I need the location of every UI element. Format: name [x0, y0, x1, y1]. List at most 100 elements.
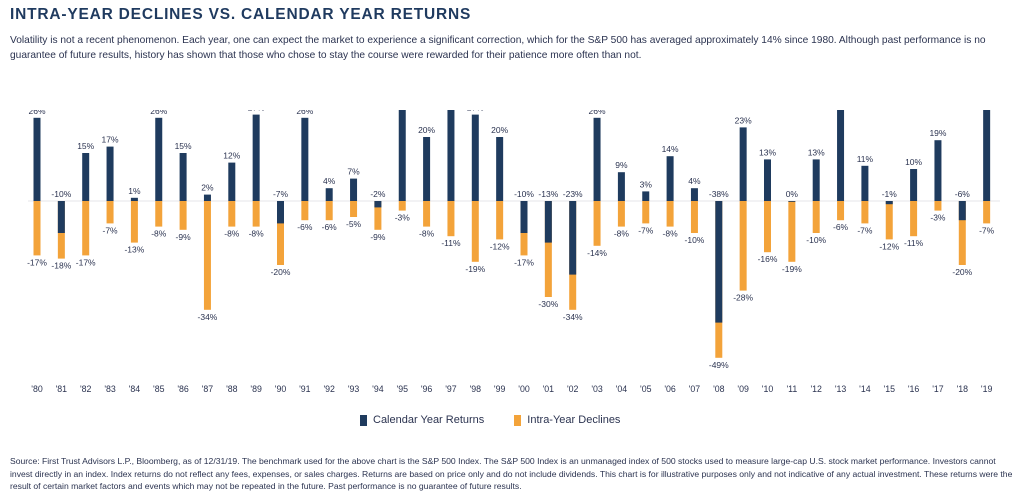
decline-bar [666, 201, 674, 227]
decline-bar [593, 201, 601, 246]
return-bar [447, 110, 455, 201]
return-bar [837, 110, 845, 201]
decline-bar [690, 201, 698, 233]
chart-title: INTRA-YEAR DECLINES VS. CALENDAR YEAR RE… [10, 6, 472, 23]
return-bar [350, 178, 358, 201]
decline-label: -7% [102, 225, 118, 235]
x-tick-label: '00 [518, 384, 530, 394]
decline-bar [861, 201, 869, 224]
return-label: 15% [77, 141, 94, 151]
chart-legend: Calendar Year Returns Intra-Year Decline… [360, 414, 620, 426]
return-bar [690, 188, 698, 201]
return-label: -38% [709, 189, 729, 199]
decline-label: -9% [176, 232, 192, 242]
decline-bar [934, 201, 942, 211]
return-label: 0% [786, 189, 799, 199]
legend-label-declines: Intra-Year Declines [527, 414, 621, 426]
return-label: 11% [857, 154, 874, 164]
return-label: 20% [491, 125, 508, 135]
return-label: 26% [589, 110, 606, 116]
decline-label: -17% [27, 257, 47, 267]
decline-label: -34% [198, 312, 218, 322]
x-tick-label: '04 [616, 384, 628, 394]
return-bar [617, 172, 625, 201]
x-tick-label: '84 [129, 384, 141, 394]
decline-label: -13% [124, 245, 144, 255]
return-bar [764, 159, 771, 201]
x-tick-label: '03 [591, 384, 603, 394]
x-tick-label: '97 [445, 384, 457, 394]
decline-label: -6% [833, 222, 849, 232]
x-tick-label: '80 [31, 384, 43, 394]
return-label: -10% [51, 189, 71, 199]
return-bar [569, 201, 577, 275]
decline-bar [82, 201, 90, 256]
x-tick-label: '95 [397, 384, 409, 394]
decline-label: -8% [224, 229, 240, 239]
return-label: 23% [735, 115, 752, 125]
return-label: 26% [28, 110, 45, 116]
decline-bar [423, 201, 431, 227]
return-bar [301, 117, 309, 201]
decline-bar [155, 201, 163, 227]
decline-bar [203, 201, 211, 310]
return-bar [82, 153, 90, 201]
return-label: 26% [150, 110, 167, 116]
x-tick-label: '08 [713, 384, 725, 394]
return-bar [958, 201, 966, 221]
legend-swatch-declines [514, 414, 522, 426]
decline-label: -12% [879, 241, 899, 251]
return-bar [228, 162, 236, 201]
decline-bar [106, 201, 114, 224]
legend-label-returns: Calendar Year Returns [373, 414, 485, 426]
x-tick-label: '89 [250, 384, 262, 394]
decline-label: -28% [733, 293, 753, 303]
decline-label: -10% [685, 235, 705, 245]
return-label: 19% [929, 128, 946, 138]
decline-label: -14% [587, 248, 607, 258]
return-bar [57, 201, 65, 233]
legend-item-returns: Calendar Year Returns [360, 414, 484, 426]
decline-label: -11% [441, 238, 461, 248]
x-tick-label: '86 [177, 384, 189, 394]
return-bar [203, 194, 211, 201]
decline-bar [764, 201, 771, 253]
x-tick-label: '18 [957, 384, 969, 394]
return-bar [252, 114, 260, 201]
decline-label: -8% [419, 229, 435, 239]
decline-label: -11% [904, 238, 924, 248]
return-label: -1% [882, 189, 898, 199]
x-tick-label: '05 [640, 384, 652, 394]
x-tick-label: '90 [275, 384, 287, 394]
x-tick-label: '82 [80, 384, 92, 394]
decline-bar [739, 201, 747, 291]
x-tick-label: '92 [323, 384, 335, 394]
x-tick-label: '15 [884, 384, 896, 394]
return-label: -13% [538, 189, 558, 199]
decline-label: -17% [76, 257, 96, 267]
return-label: 7% [347, 167, 360, 177]
return-label: 13% [759, 147, 776, 157]
return-bar [130, 197, 138, 201]
return-label: 1% [128, 186, 141, 196]
return-label: -23% [563, 189, 583, 199]
x-tick-label: '85 [153, 384, 165, 394]
x-tick-label: '99 [494, 384, 506, 394]
return-label: -10% [514, 189, 534, 199]
return-label: 4% [323, 176, 336, 186]
decline-label: -20% [271, 267, 291, 277]
return-label: 27% [467, 110, 484, 113]
decline-label: -6% [297, 222, 313, 232]
decline-bar [642, 201, 650, 224]
decline-bar [325, 201, 333, 221]
decline-bar [837, 201, 845, 221]
decline-bar [617, 201, 625, 227]
decline-label: -3% [930, 213, 946, 223]
x-tick-label: '16 [908, 384, 920, 394]
decline-label: -3% [395, 213, 411, 223]
return-bar [544, 201, 552, 243]
x-tick-label: '10 [762, 384, 774, 394]
decline-label: -5% [346, 219, 362, 229]
decline-label: -19% [782, 264, 802, 274]
return-bar [885, 201, 893, 205]
